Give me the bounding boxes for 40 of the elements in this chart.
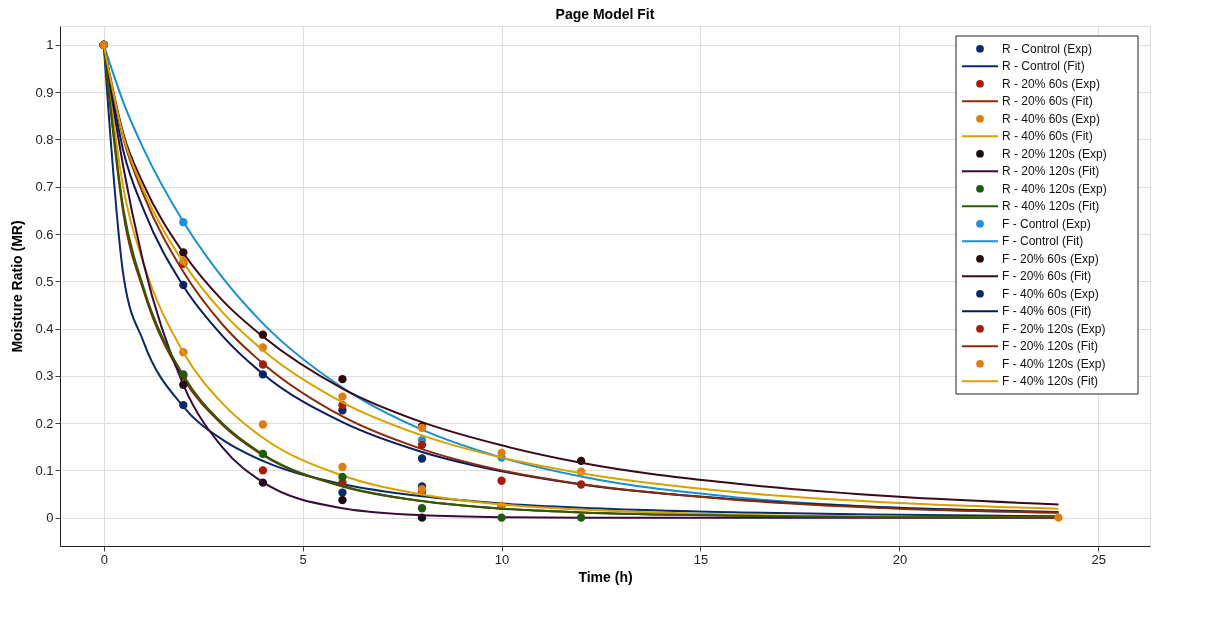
y-tick-label: 0.8 [35, 131, 54, 147]
legend-label: R - 20% 60s (Exp) [1002, 76, 1101, 91]
legend-label: F - 20% 120s (Fit) [1002, 339, 1099, 354]
y-tick-label: 1 [46, 37, 54, 53]
legend-label: F - 20% 120s (Exp) [1002, 321, 1106, 336]
y-tick-label: 0.1 [35, 462, 54, 478]
legend-label: R - 40% 120s (Exp) [1002, 181, 1107, 196]
legend-label: R - Control (Exp) [1002, 41, 1093, 56]
y-tick-label: 0.7 [35, 179, 54, 195]
legend-label: F - 20% 60s (Exp) [1002, 251, 1099, 266]
legend-label: F - Control (Exp) [1002, 216, 1091, 231]
legend-label: R - 40% 60s (Fit) [1002, 129, 1093, 144]
legend-label: F - 40% 60s (Exp) [1002, 286, 1099, 301]
legend-label: R - 20% 60s (Fit) [1002, 94, 1093, 109]
y-tick-label: 0 [46, 510, 54, 526]
x-tick-label: 15 [693, 551, 709, 567]
y-tick-label: 0.5 [35, 273, 54, 289]
legend-label: F - Control (Fit) [1002, 234, 1084, 249]
x-tick-label: 5 [299, 551, 307, 567]
legend-label: R - 40% 60s (Exp) [1002, 111, 1101, 126]
x-axis-title: Time (h) [578, 568, 633, 585]
legend-label: R - 20% 120s (Exp) [1002, 146, 1107, 161]
legend-label: R - 40% 120s (Fit) [1002, 199, 1100, 214]
y-tick-label: 0.6 [35, 226, 54, 242]
x-tick-label: 25 [1091, 551, 1107, 567]
x-tick-label: 0 [100, 551, 108, 567]
y-tick-label: 0.4 [35, 321, 54, 337]
y-tick-label: 0.9 [35, 84, 54, 100]
legend-label: R - 20% 120s (Fit) [1002, 164, 1100, 179]
x-tick-label: 20 [892, 551, 908, 567]
legend-label: F - 40% 120s (Exp) [1002, 356, 1106, 371]
chart-title: Page Model Fit [555, 6, 655, 22]
y-tick-label: 0.3 [35, 368, 54, 384]
y-axis-title: Moisture Ratio (MR) [9, 220, 26, 353]
legend-label: F - 40% 120s (Fit) [1002, 374, 1099, 389]
y-tick-label: 0.2 [35, 415, 54, 431]
legend-label: F - 20% 60s (Fit) [1002, 269, 1092, 284]
legend-label: R - Control (Fit) [1002, 59, 1085, 74]
x-tick-label: 10 [494, 551, 510, 567]
legend-label: F - 40% 60s (Fit) [1002, 304, 1092, 319]
